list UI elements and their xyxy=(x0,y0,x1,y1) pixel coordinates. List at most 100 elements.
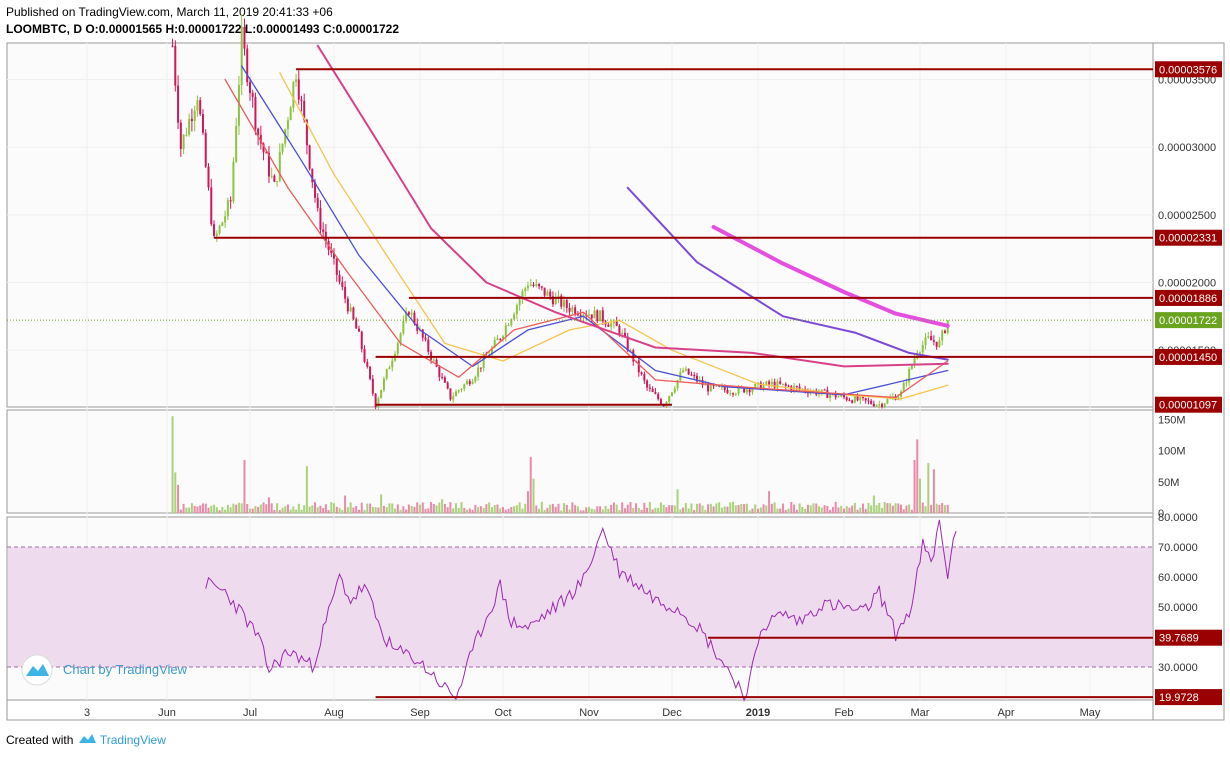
candle-body xyxy=(532,284,535,286)
volume-bar xyxy=(709,503,712,513)
watermark: Chart by TradingView xyxy=(21,654,188,686)
volume-bar xyxy=(563,503,566,513)
moving-average-2 xyxy=(224,78,949,399)
candle-body xyxy=(610,323,613,327)
volume-bar xyxy=(538,508,541,513)
candle-body xyxy=(924,337,927,345)
candle-body xyxy=(521,291,524,300)
moving-average-5 xyxy=(711,225,950,328)
volume-bar xyxy=(762,504,765,513)
rsi-line xyxy=(205,519,957,702)
candle-body xyxy=(196,100,199,111)
last-price-tag: 0.00001722 xyxy=(1155,312,1222,329)
candle-body xyxy=(382,378,385,390)
volume-bar xyxy=(554,506,557,513)
volume-bar xyxy=(916,439,919,513)
candle-body xyxy=(768,381,771,385)
candle-body xyxy=(278,151,281,182)
volume-bar xyxy=(471,509,474,513)
rsi-band xyxy=(8,547,1152,667)
price-tick-label: 0.00003500 xyxy=(1158,75,1216,87)
candle-body xyxy=(596,310,599,322)
volume-bar xyxy=(240,503,243,513)
candle-body xyxy=(479,367,482,369)
volume-bar xyxy=(171,416,174,513)
volume-bar xyxy=(913,459,916,513)
symbol-ohlc-line: LOOMBTC, D O:0.00001565 H:0.00001722 L:0… xyxy=(6,22,399,36)
ohlc-open-value: 0.00001565 xyxy=(98,22,163,36)
footer: Created with TradingView xyxy=(6,732,166,747)
candle-body xyxy=(249,81,251,93)
volume-bar xyxy=(640,509,643,513)
candle-body xyxy=(837,396,840,398)
volume-bar xyxy=(357,509,360,513)
volume-bar xyxy=(300,509,303,513)
volume-bar xyxy=(840,505,843,513)
volume-bar xyxy=(623,508,626,513)
rsi-level-1-tag-label: 19.9728 xyxy=(1159,692,1199,704)
candle-body xyxy=(188,118,191,135)
candle-body xyxy=(729,393,732,395)
volume-bar xyxy=(432,503,435,513)
volume-bar xyxy=(862,503,864,513)
level-1-tag: 0.00002331 xyxy=(1155,229,1222,246)
candle-body xyxy=(560,295,563,307)
candle-body xyxy=(748,389,751,393)
volume-bar xyxy=(243,459,246,513)
volume-bar xyxy=(443,504,446,513)
candle-body xyxy=(588,314,590,316)
volume-bar xyxy=(743,504,746,513)
volume-bar xyxy=(510,507,513,513)
level-3-tag-label: 0.00001450 xyxy=(1159,352,1217,364)
volume-bar xyxy=(886,503,889,513)
volume-bar xyxy=(604,505,607,513)
candle-body xyxy=(316,197,319,208)
x-tick-label: Dec xyxy=(662,707,682,719)
candle-body xyxy=(490,347,493,355)
volume-bar xyxy=(333,503,335,513)
volume-bar xyxy=(419,504,421,513)
candle-body xyxy=(935,341,938,347)
candle-body xyxy=(673,388,676,393)
volume-bar xyxy=(441,499,444,513)
candle-body xyxy=(449,388,452,400)
candle-body xyxy=(179,122,182,150)
volume-bar xyxy=(815,503,818,513)
candle-body xyxy=(468,380,471,385)
volume-bar xyxy=(518,502,521,513)
rsi-level-0-tag: 39.7689 xyxy=(1155,629,1222,646)
volume-bar xyxy=(870,505,873,513)
candle-body xyxy=(701,380,704,386)
volume-bar xyxy=(568,509,571,513)
candle-body xyxy=(720,386,723,388)
moving-average-3 xyxy=(316,44,949,368)
tradingview-footer-logo[interactable]: TradingView xyxy=(77,733,166,747)
volume-bar xyxy=(932,469,935,513)
volume-bar xyxy=(352,507,355,513)
candle-body xyxy=(515,305,518,315)
volume-bar xyxy=(410,505,413,513)
volume-bar xyxy=(723,506,726,513)
volume-bar xyxy=(237,502,240,513)
candle-body xyxy=(648,387,651,389)
volume-bar xyxy=(286,504,289,513)
volume-bar xyxy=(729,502,732,513)
candle-body xyxy=(621,332,624,335)
candle-body xyxy=(246,48,249,82)
candle-body xyxy=(357,328,360,332)
candle-body xyxy=(338,274,341,282)
volume-bar xyxy=(529,456,532,513)
volume-bar xyxy=(449,502,452,513)
volume-bar xyxy=(485,504,488,513)
volume-bar xyxy=(673,505,676,513)
candle-body xyxy=(671,392,673,396)
volume-bar xyxy=(881,508,883,513)
volume-bar xyxy=(751,508,754,513)
candle-body xyxy=(221,222,224,226)
ohlc-low-value: 0.00001493 xyxy=(256,22,320,36)
volume-bar xyxy=(324,504,327,513)
candle-body xyxy=(311,168,314,183)
volume-bar xyxy=(754,504,757,513)
volume-bar xyxy=(818,506,821,513)
